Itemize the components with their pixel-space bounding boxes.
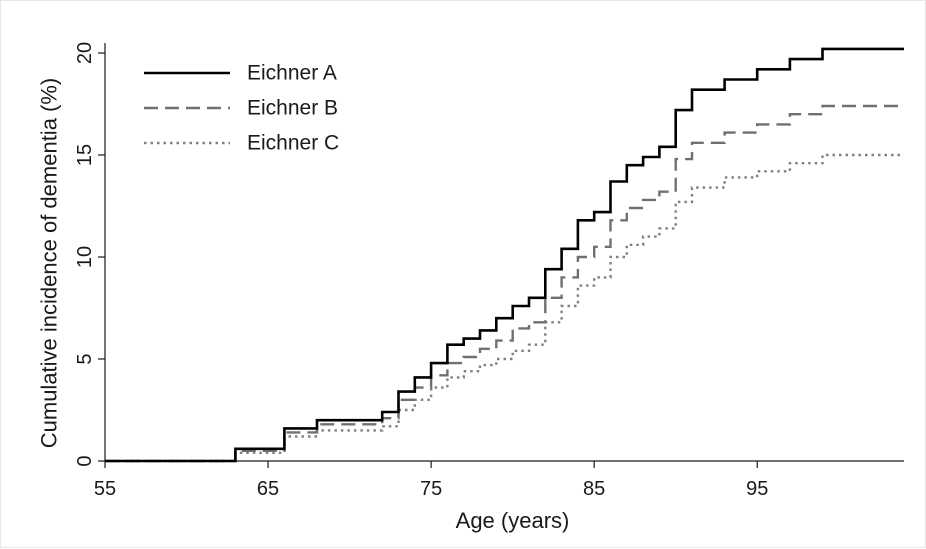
x-tick-label-55: 55 <box>94 478 116 500</box>
series-line-eichner-b <box>105 104 904 463</box>
x-tick-label-85: 85 <box>583 478 605 500</box>
legend-label-eichner-c: Eichner C <box>247 132 339 155</box>
y-tick-label-20: 20 <box>74 42 96 64</box>
y-tick-label-5: 5 <box>74 353 96 364</box>
series-line-eichner-a <box>105 47 904 463</box>
x-tick-label-95: 95 <box>746 478 768 500</box>
series-line-eichner-c <box>105 153 904 463</box>
legend-label-eichner-a: Eichner A <box>247 62 337 85</box>
legend: Eichner A Eichner B Eichner C <box>144 62 339 155</box>
y-tick-label-15: 15 <box>74 144 96 166</box>
x-axis-title: Age (years) <box>456 508 570 533</box>
y-axis-title: Cumulative incidence of dementia (%) <box>37 78 62 449</box>
legend-label-eichner-b: Eichner B <box>247 97 338 120</box>
x-tick-label-75: 75 <box>420 478 442 500</box>
axes: 55 65 75 85 95 0 5 10 15 20 <box>74 42 904 500</box>
y-tick-label-0: 0 <box>74 455 96 466</box>
x-tick-label-65: 65 <box>257 478 279 500</box>
y-tick-label-10: 10 <box>74 246 96 268</box>
series-layer <box>105 47 904 463</box>
